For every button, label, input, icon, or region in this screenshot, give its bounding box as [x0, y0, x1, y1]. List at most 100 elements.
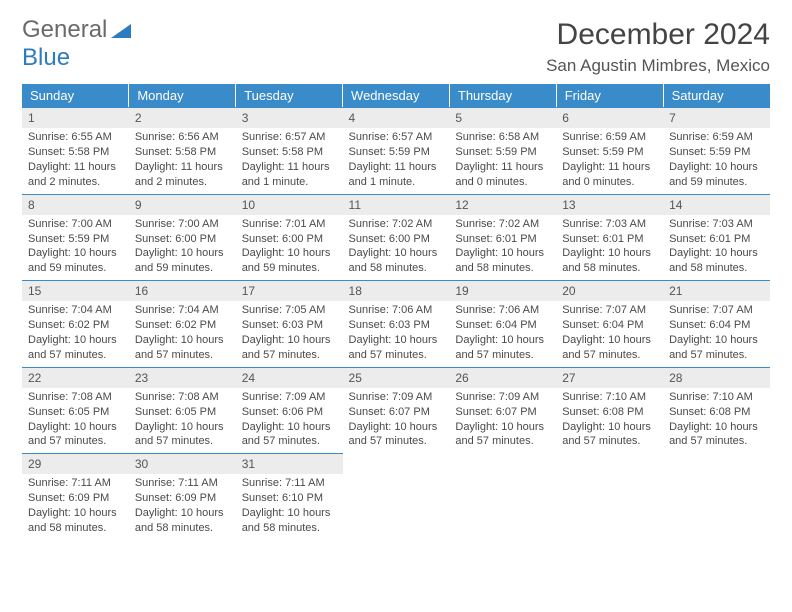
day-number: 26 [449, 368, 556, 388]
day-wrap: 22Sunrise: 7:08 AMSunset: 6:05 PMDayligh… [22, 367, 129, 454]
sunrise-text: Sunrise: 7:03 AM [562, 217, 657, 232]
day-number: 24 [236, 368, 343, 388]
day-wrap: 5Sunrise: 6:58 AMSunset: 5:59 PMDaylight… [449, 107, 556, 194]
day-body: Sunrise: 7:09 AMSunset: 6:07 PMDaylight:… [449, 390, 556, 449]
sunrise-text: Sunrise: 6:56 AM [135, 130, 230, 145]
day-number: 12 [449, 195, 556, 215]
sunrise-text: Sunrise: 7:04 AM [28, 303, 123, 318]
day-wrap: 4Sunrise: 6:57 AMSunset: 5:59 PMDaylight… [343, 107, 450, 194]
calendar-cell: 12Sunrise: 7:02 AMSunset: 6:01 PMDayligh… [449, 194, 556, 281]
sunset-text: Sunset: 6:04 PM [455, 318, 550, 333]
sunset-text: Sunset: 6:03 PM [242, 318, 337, 333]
day-number: 10 [236, 195, 343, 215]
sunrise-text: Sunrise: 7:08 AM [135, 390, 230, 405]
day-wrap: 27Sunrise: 7:10 AMSunset: 6:08 PMDayligh… [556, 367, 663, 454]
brand-logo: General [22, 18, 133, 42]
month-title: December 2024 [546, 18, 770, 52]
day-body: Sunrise: 7:08 AMSunset: 6:05 PMDaylight:… [22, 390, 129, 449]
daylight-text: Daylight: 10 hours and 57 minutes. [455, 420, 550, 450]
day-body: Sunrise: 7:11 AMSunset: 6:10 PMDaylight:… [236, 476, 343, 535]
calendar-cell: 11Sunrise: 7:02 AMSunset: 6:00 PMDayligh… [343, 194, 450, 281]
sunrise-text: Sunrise: 7:05 AM [242, 303, 337, 318]
sunset-text: Sunset: 6:06 PM [242, 405, 337, 420]
day-body: Sunrise: 6:57 AMSunset: 5:59 PMDaylight:… [343, 130, 450, 189]
daylight-text: Daylight: 10 hours and 58 minutes. [242, 506, 337, 536]
daylight-text: Daylight: 10 hours and 58 minutes. [669, 246, 764, 276]
day-body: Sunrise: 7:11 AMSunset: 6:09 PMDaylight:… [129, 476, 236, 535]
day-wrap: 12Sunrise: 7:02 AMSunset: 6:01 PMDayligh… [449, 194, 556, 281]
day-number: 15 [22, 281, 129, 301]
daylight-text: Daylight: 10 hours and 59 minutes. [242, 246, 337, 276]
daylight-text: Daylight: 10 hours and 57 minutes. [455, 333, 550, 363]
calendar-week: 15Sunrise: 7:04 AMSunset: 6:02 PMDayligh… [22, 280, 770, 367]
sunset-text: Sunset: 6:09 PM [28, 491, 123, 506]
sunset-text: Sunset: 6:01 PM [562, 232, 657, 247]
sunset-text: Sunset: 6:01 PM [669, 232, 764, 247]
day-number: 7 [663, 108, 770, 128]
calendar-cell: 3Sunrise: 6:57 AMSunset: 5:58 PMDaylight… [236, 107, 343, 194]
day-number: 23 [129, 368, 236, 388]
sunset-text: Sunset: 6:09 PM [135, 491, 230, 506]
calendar-cell: 4Sunrise: 6:57 AMSunset: 5:59 PMDaylight… [343, 107, 450, 194]
day-body: Sunrise: 7:09 AMSunset: 6:06 PMDaylight:… [236, 390, 343, 449]
weekday-header: Wednesday [343, 84, 450, 107]
calendar-table: Sunday Monday Tuesday Wednesday Thursday… [22, 84, 770, 540]
calendar-cell: 9Sunrise: 7:00 AMSunset: 6:00 PMDaylight… [129, 194, 236, 281]
day-number: 1 [22, 108, 129, 128]
sunset-text: Sunset: 5:58 PM [135, 145, 230, 160]
daylight-text: Daylight: 10 hours and 58 minutes. [28, 506, 123, 536]
calendar-cell: 2Sunrise: 6:56 AMSunset: 5:58 PMDaylight… [129, 107, 236, 194]
day-number: 17 [236, 281, 343, 301]
weekday-header: Monday [129, 84, 236, 107]
daylight-text: Daylight: 11 hours and 0 minutes. [562, 160, 657, 190]
sunrise-text: Sunrise: 7:00 AM [135, 217, 230, 232]
weekday-header: Sunday [22, 84, 129, 107]
sunset-text: Sunset: 6:08 PM [562, 405, 657, 420]
day-body: Sunrise: 7:11 AMSunset: 6:09 PMDaylight:… [22, 476, 129, 535]
day-body: Sunrise: 6:57 AMSunset: 5:58 PMDaylight:… [236, 130, 343, 189]
daylight-text: Daylight: 10 hours and 57 minutes. [242, 333, 337, 363]
day-number: 11 [343, 195, 450, 215]
calendar-cell: 30Sunrise: 7:11 AMSunset: 6:09 PMDayligh… [129, 453, 236, 540]
day-number: 8 [22, 195, 129, 215]
daylight-text: Daylight: 10 hours and 58 minutes. [349, 246, 444, 276]
sunset-text: Sunset: 5:58 PM [28, 145, 123, 160]
calendar-cell: 15Sunrise: 7:04 AMSunset: 6:02 PMDayligh… [22, 280, 129, 367]
calendar-cell: 31Sunrise: 7:11 AMSunset: 6:10 PMDayligh… [236, 453, 343, 540]
day-number: 3 [236, 108, 343, 128]
sunrise-text: Sunrise: 7:10 AM [669, 390, 764, 405]
calendar-cell: 28Sunrise: 7:10 AMSunset: 6:08 PMDayligh… [663, 367, 770, 454]
day-wrap: 26Sunrise: 7:09 AMSunset: 6:07 PMDayligh… [449, 367, 556, 454]
daylight-text: Daylight: 10 hours and 57 minutes. [562, 420, 657, 450]
sunrise-text: Sunrise: 6:59 AM [562, 130, 657, 145]
day-wrap: 7Sunrise: 6:59 AMSunset: 5:59 PMDaylight… [663, 107, 770, 194]
daylight-text: Daylight: 10 hours and 59 minutes. [669, 160, 764, 190]
day-wrap: 16Sunrise: 7:04 AMSunset: 6:02 PMDayligh… [129, 280, 236, 367]
sunrise-text: Sunrise: 7:07 AM [562, 303, 657, 318]
daylight-text: Daylight: 10 hours and 57 minutes. [562, 333, 657, 363]
sunrise-text: Sunrise: 7:09 AM [349, 390, 444, 405]
day-body: Sunrise: 7:05 AMSunset: 6:03 PMDaylight:… [236, 303, 343, 362]
sunset-text: Sunset: 6:07 PM [349, 405, 444, 420]
day-body: Sunrise: 7:00 AMSunset: 5:59 PMDaylight:… [22, 217, 129, 276]
day-body: Sunrise: 7:02 AMSunset: 6:00 PMDaylight:… [343, 217, 450, 276]
sunrise-text: Sunrise: 6:58 AM [455, 130, 550, 145]
day-wrap: 2Sunrise: 6:56 AMSunset: 5:58 PMDaylight… [129, 107, 236, 194]
sunset-text: Sunset: 5:59 PM [349, 145, 444, 160]
daylight-text: Daylight: 10 hours and 57 minutes. [349, 333, 444, 363]
calendar-cell: 13Sunrise: 7:03 AMSunset: 6:01 PMDayligh… [556, 194, 663, 281]
calendar-cell: 24Sunrise: 7:09 AMSunset: 6:06 PMDayligh… [236, 367, 343, 454]
daylight-text: Daylight: 10 hours and 57 minutes. [349, 420, 444, 450]
weekday-header: Friday [556, 84, 663, 107]
day-wrap: 11Sunrise: 7:02 AMSunset: 6:00 PMDayligh… [343, 194, 450, 281]
header: General December 2024 San Agustin Mimbre… [22, 18, 770, 76]
day-body: Sunrise: 7:08 AMSunset: 6:05 PMDaylight:… [129, 390, 236, 449]
day-wrap: 28Sunrise: 7:10 AMSunset: 6:08 PMDayligh… [663, 367, 770, 454]
daylight-text: Daylight: 10 hours and 57 minutes. [135, 420, 230, 450]
day-number: 5 [449, 108, 556, 128]
daylight-text: Daylight: 11 hours and 0 minutes. [455, 160, 550, 190]
sunset-text: Sunset: 6:03 PM [349, 318, 444, 333]
title-block: December 2024 San Agustin Mimbres, Mexic… [546, 18, 770, 76]
calendar-cell: 16Sunrise: 7:04 AMSunset: 6:02 PMDayligh… [129, 280, 236, 367]
day-number: 18 [343, 281, 450, 301]
